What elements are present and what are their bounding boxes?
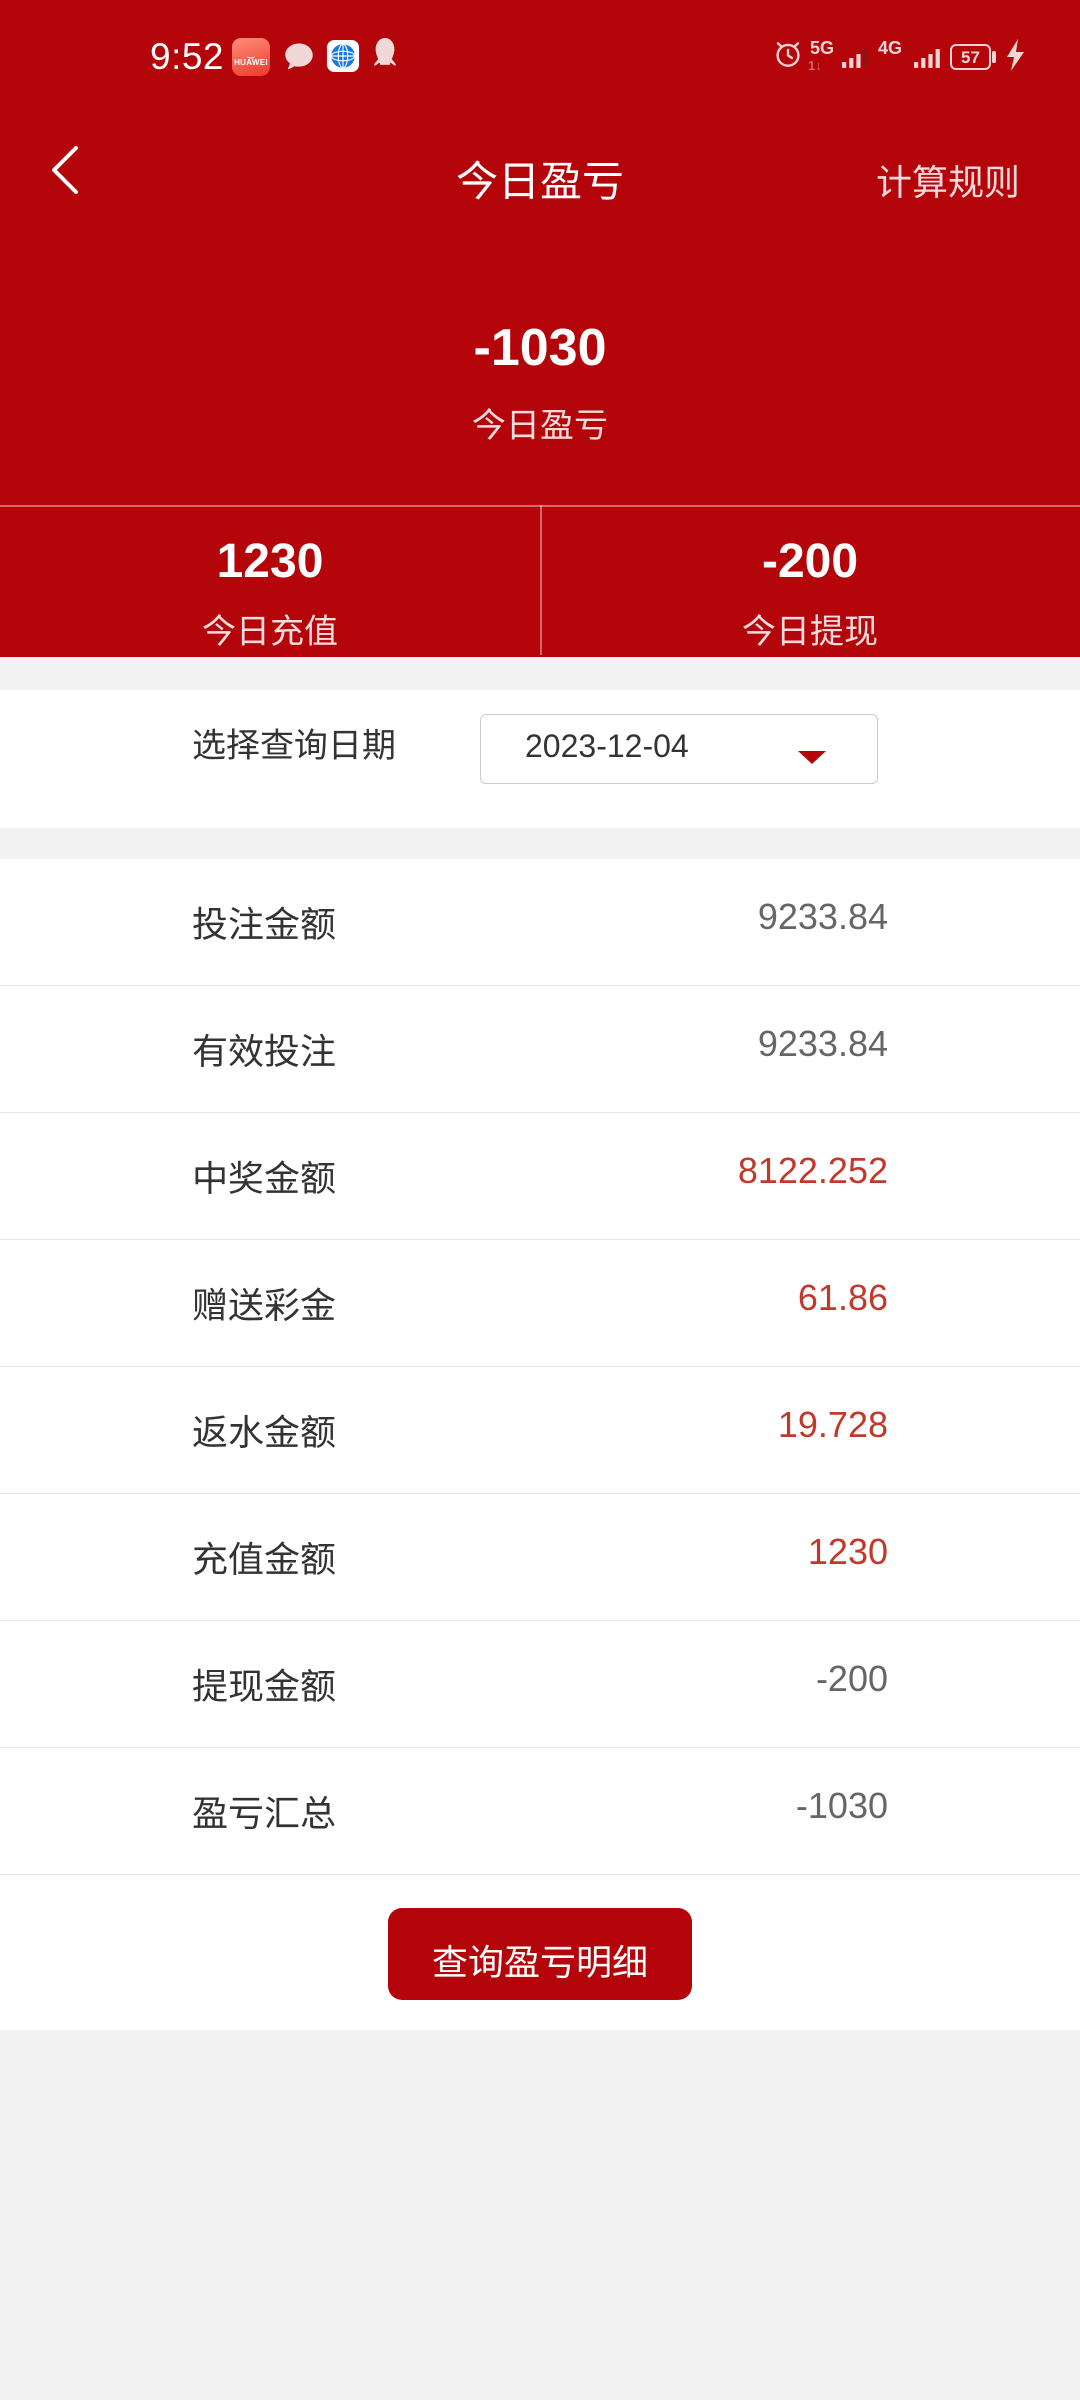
svg-text:57: 57 — [961, 48, 980, 67]
